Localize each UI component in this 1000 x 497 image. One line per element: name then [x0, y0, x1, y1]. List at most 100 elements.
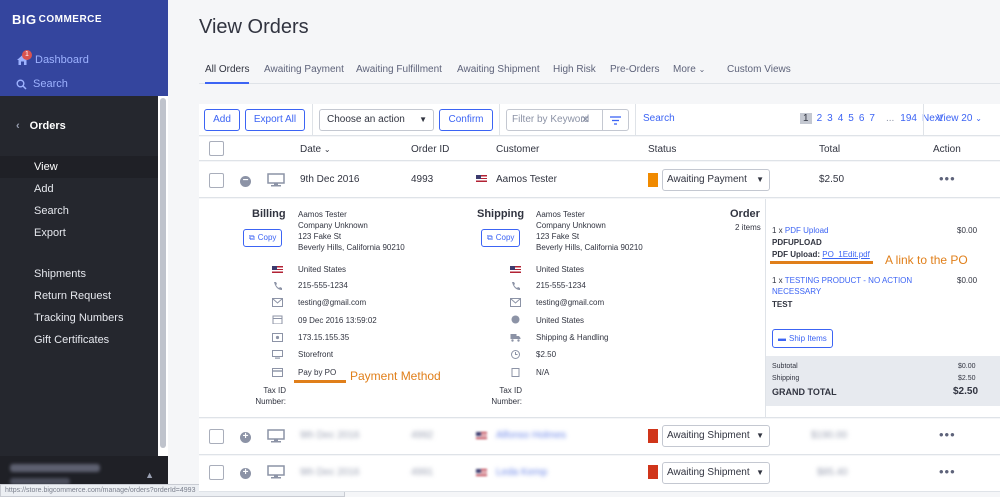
subtotal-value: $0.00	[958, 363, 976, 370]
table-row[interactable]: − 9th Dec 2016 4993 Aamos Tester Awaitin…	[199, 162, 1000, 198]
shipping-email-link[interactable]: testing@gmail.com	[536, 298, 605, 307]
row-checkbox[interactable]	[209, 173, 224, 188]
more-label: More	[673, 64, 696, 75]
copy-billing-button[interactable]: ⧉ Copy	[243, 229, 283, 247]
ship-items-button[interactable]: ▬ Ship Items	[772, 329, 833, 348]
more-actions-icon[interactable]: •••	[939, 171, 956, 186]
sidebar-dashboard[interactable]: Dashboard	[16, 54, 89, 66]
phone-icon	[274, 282, 282, 290]
tab-awaiting-payment[interactable]: Awaiting Payment	[264, 64, 344, 75]
grand-total-value: $2.50	[953, 386, 979, 397]
more-actions-icon[interactable]: •••	[939, 464, 956, 479]
order-total: $2.50	[819, 174, 845, 185]
divider	[312, 104, 313, 136]
customer-link[interactable]: Alfonso Holmes	[496, 430, 567, 441]
email-icon	[272, 298, 283, 307]
select-all-checkbox[interactable]	[209, 141, 224, 156]
export-all-button[interactable]: Export All	[245, 109, 305, 131]
location-icon	[272, 333, 283, 342]
filter-keyword-input[interactable]: Filter by Keyword ✕	[506, 109, 629, 131]
customer-link[interactable]: Leda Kemp	[496, 467, 548, 478]
page-link[interactable]: 2	[816, 113, 823, 124]
shipping-address: Aamos Tester Company Unknown 123 Fake St…	[536, 209, 643, 253]
search-icon	[16, 79, 27, 90]
order-details-panel: Billing ⧉ Copy Aamos Tester Company Unkno…	[199, 199, 1000, 418]
ship-items-label: Ship Items	[789, 333, 827, 343]
payment-annotation-underline	[294, 380, 346, 383]
sidebar-search[interactable]: Search	[16, 78, 68, 90]
order-tabs: All Orders Awaiting Payment Awaiting Ful…	[199, 60, 1000, 84]
row-checkbox[interactable]	[209, 465, 224, 480]
page-current[interactable]: 1	[800, 113, 812, 124]
tab-custom-views[interactable]: Custom Views	[727, 64, 791, 75]
tax-label-line1: Tax ID	[499, 386, 522, 395]
date-column-header[interactable]: Date ⌄	[300, 144, 331, 155]
page-link[interactable]: 4	[837, 113, 844, 124]
page-link[interactable]: 5	[848, 113, 854, 124]
add-button[interactable]: Add	[204, 109, 240, 131]
desktop-icon	[272, 350, 283, 359]
bigcommerce-logo[interactable]: BIG COMMERCE	[12, 12, 156, 27]
table-row[interactable]: + 9th Dec 2016 4991 Leda Kemp Awaiting S…	[199, 456, 1000, 492]
row-checkbox[interactable]	[209, 429, 224, 444]
ip-address-link[interactable]: 173.15.155.35	[298, 333, 350, 342]
caret-down-icon: ▼	[756, 175, 764, 184]
sidebar-item-gift-certificates[interactable]: Gift Certificates	[34, 334, 110, 346]
sidebar-item-add[interactable]: Add	[34, 183, 54, 195]
truck-icon: ▬	[778, 333, 786, 343]
sidebar-item-view[interactable]: View	[0, 156, 158, 178]
filter-icon[interactable]	[602, 110, 628, 130]
page-last[interactable]: 194	[900, 113, 917, 124]
shipping-city: Beverly Hills, California 90210	[536, 243, 643, 252]
shipping-title: Shipping	[477, 208, 525, 220]
sidebar-item-tracking-numbers[interactable]: Tracking Numbers	[34, 312, 124, 324]
confirm-button[interactable]: Confirm	[439, 109, 493, 131]
page-link[interactable]: 6	[858, 113, 865, 124]
shipping-country: United States	[536, 265, 585, 274]
view-per-page-select[interactable]: View 20 ⌄	[937, 113, 982, 124]
status-select[interactable]: Awaiting Payment ▼	[662, 169, 770, 191]
sidebar-item-search[interactable]: Search	[34, 205, 69, 217]
item-link[interactable]: TESTING PRODUCT - NO ACTION	[784, 276, 913, 285]
scrollbar-thumb[interactable]	[160, 98, 166, 448]
shipping-method: Shipping & Handling	[536, 333, 609, 342]
more-actions-icon[interactable]: •••	[939, 427, 956, 442]
page-link[interactable]: 3	[827, 113, 833, 124]
item-link[interactable]: PDF Upload	[784, 226, 829, 235]
search-link[interactable]: Search	[643, 113, 675, 124]
tab-pre-orders[interactable]: Pre-Orders	[610, 64, 660, 75]
copy-label: Copy	[495, 233, 515, 242]
expand-icon[interactable]: +	[240, 468, 251, 479]
sidebar-item-return-request[interactable]: Return Request	[34, 290, 112, 302]
tab-awaiting-fulfillment[interactable]: Awaiting Fulfillment	[356, 64, 442, 75]
us-flag-icon	[476, 432, 487, 439]
po-file-link[interactable]: PO_1Edit.pdf	[822, 250, 870, 259]
sidebar-item-shipments[interactable]: Shipments	[34, 268, 86, 280]
tab-more[interactable]: More ⌄	[673, 60, 705, 84]
tab-all-orders[interactable]: All Orders	[205, 60, 250, 84]
sidebar-item-export[interactable]: Export	[34, 227, 66, 239]
expand-icon[interactable]: +	[240, 432, 251, 443]
order-date: 9th Dec 2016	[300, 467, 360, 478]
clear-icon[interactable]: ✕	[580, 114, 590, 126]
tab-awaiting-shipment[interactable]: Awaiting Shipment	[457, 64, 540, 75]
sidebar-scrollbar[interactable]	[158, 96, 168, 456]
item-link-cont[interactable]: NECESSARY	[772, 287, 822, 296]
page-link[interactable]: 7	[869, 113, 875, 124]
customer-link[interactable]: Aamos Tester	[496, 174, 557, 185]
collapse-icon[interactable]: −	[240, 176, 251, 187]
bulk-action-select[interactable]: Choose an action ▼	[319, 109, 434, 131]
tab-high-risk[interactable]: High Risk	[553, 64, 596, 75]
status-select[interactable]: Awaiting Shipment ▼	[662, 425, 770, 447]
shipping-country-link[interactable]: United States	[536, 316, 585, 325]
bulk-action-value: Choose an action	[327, 114, 405, 125]
account-store-blurred	[10, 478, 70, 485]
billing-email-link[interactable]: testing@gmail.com	[298, 298, 367, 307]
payment-method: Pay by PO	[298, 368, 337, 377]
next-link[interactable]: Next	[921, 113, 943, 124]
logo-big: BIG	[12, 12, 37, 27]
sidebar-section-orders[interactable]: ‹ Orders	[16, 120, 66, 132]
status-select[interactable]: Awaiting Shipment ▼	[662, 462, 770, 484]
table-row[interactable]: + 9th Dec 2016 4992 Alfonso Holmes Await…	[199, 419, 1000, 455]
copy-shipping-button[interactable]: ⧉ Copy	[481, 229, 521, 247]
